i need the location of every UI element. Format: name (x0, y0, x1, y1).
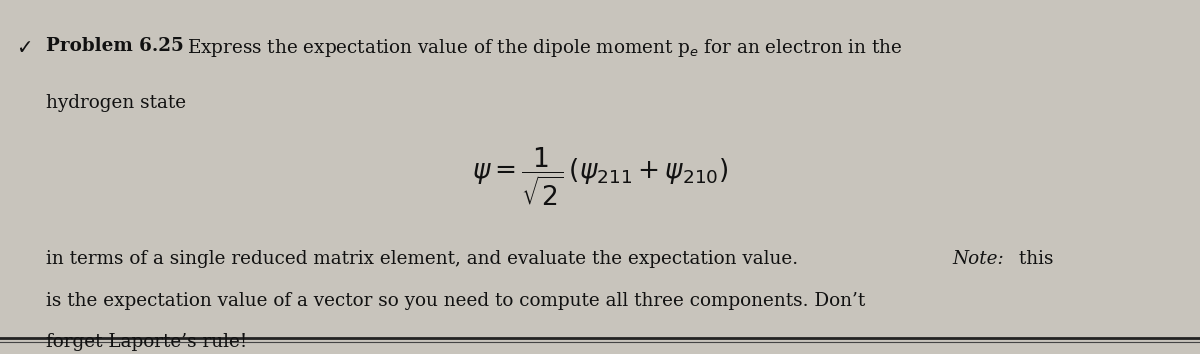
Text: forget Laporte’s rule!: forget Laporte’s rule! (46, 333, 247, 352)
Text: Note:: Note: (953, 250, 1004, 268)
Text: Express the expectation value of the dipole moment $\mathregular{p}_e$ for an el: Express the expectation value of the dip… (187, 37, 902, 59)
Text: Problem 6.25: Problem 6.25 (46, 37, 184, 55)
Text: in terms of a single reduced matrix element, and evaluate the expectation value.: in terms of a single reduced matrix elem… (46, 250, 804, 268)
Text: is the expectation value of a vector so you need to compute all three components: is the expectation value of a vector so … (46, 292, 865, 310)
Text: this: this (1013, 250, 1054, 268)
Text: $\psi = \dfrac{1}{\sqrt{2}}\,(\psi_{211} + \psi_{210})$: $\psi = \dfrac{1}{\sqrt{2}}\,(\psi_{211}… (472, 145, 728, 209)
Text: hydrogen state: hydrogen state (46, 94, 186, 112)
Text: $\checkmark$: $\checkmark$ (16, 37, 31, 56)
